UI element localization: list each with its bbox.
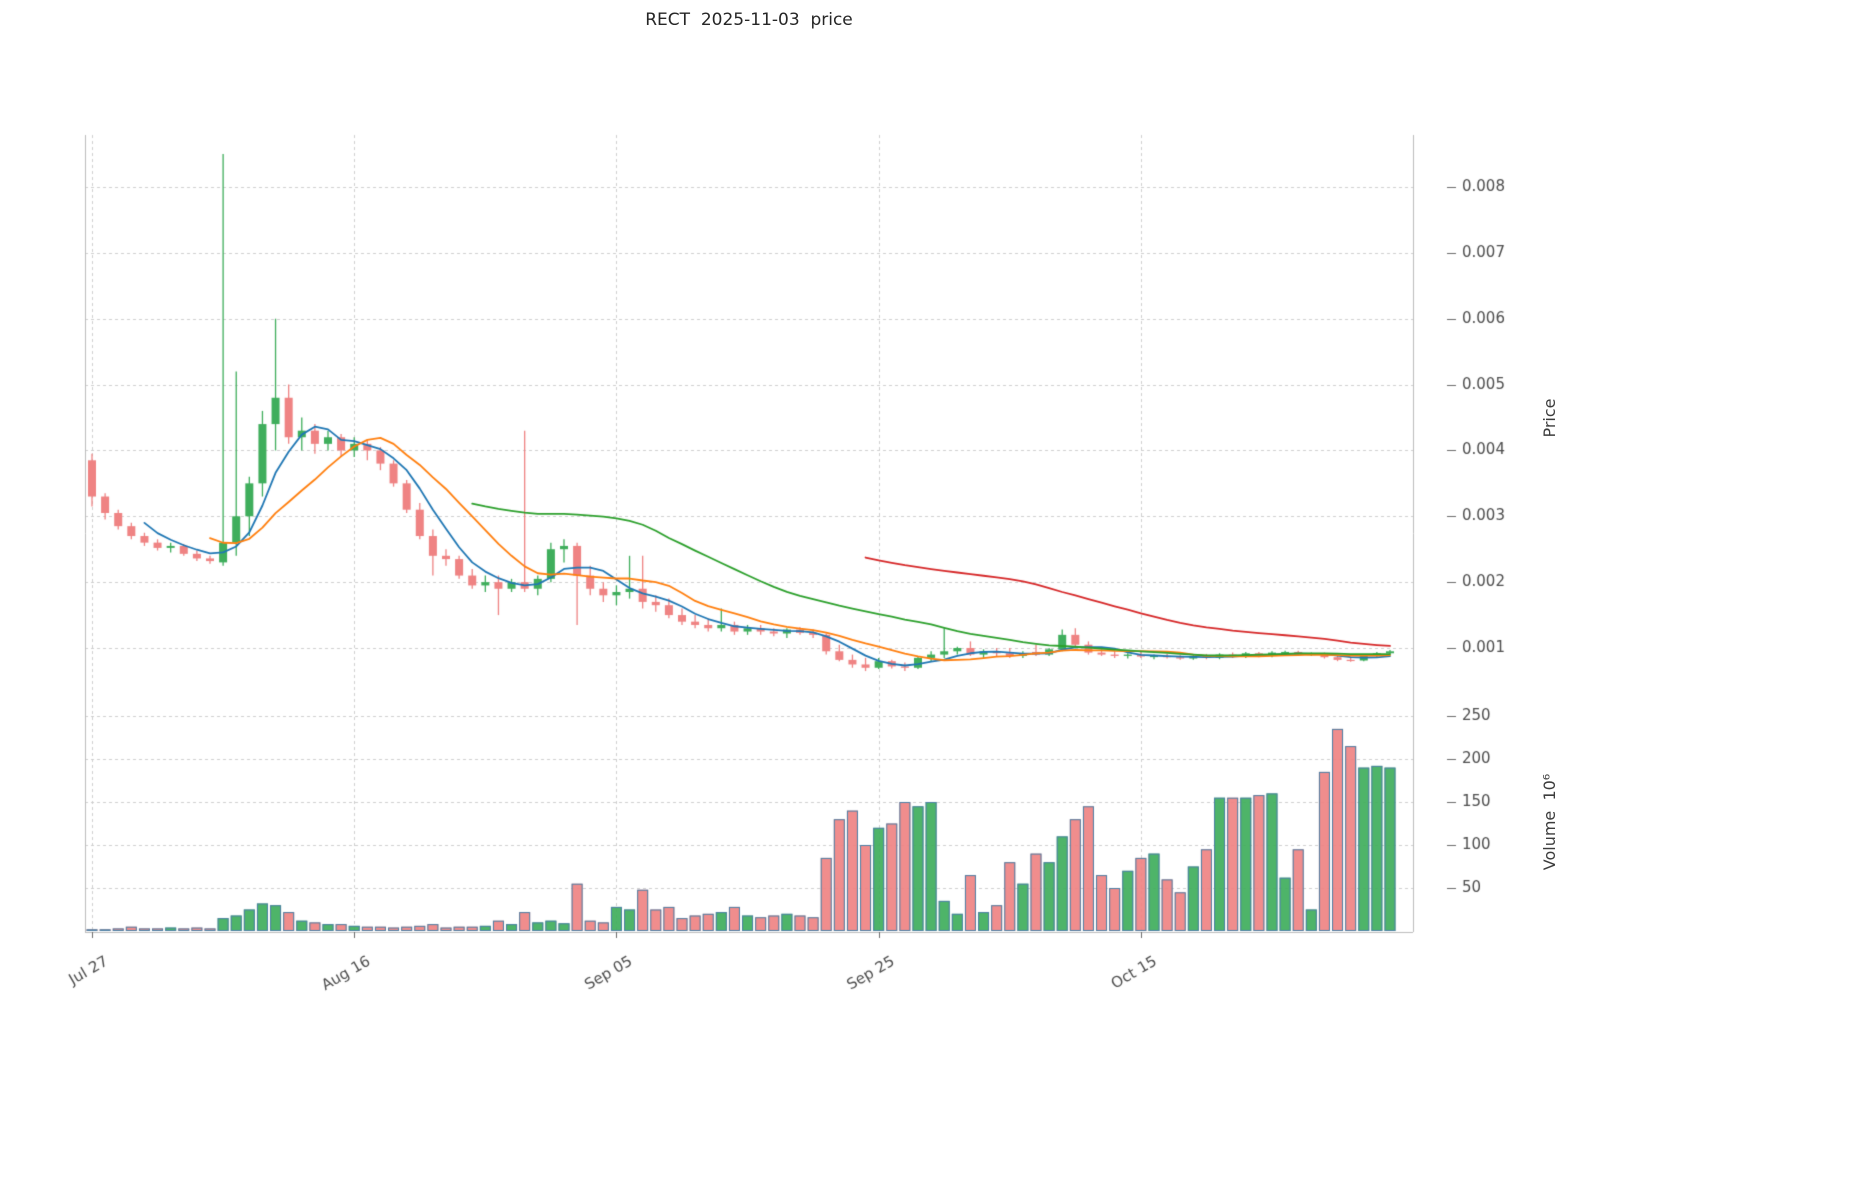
price-axis-label: Price (1540, 398, 1559, 438)
chart-title: RECT 2025-11-03 price (645, 10, 853, 30)
volume-axis-label: Volume 10⁶ (1540, 773, 1559, 871)
